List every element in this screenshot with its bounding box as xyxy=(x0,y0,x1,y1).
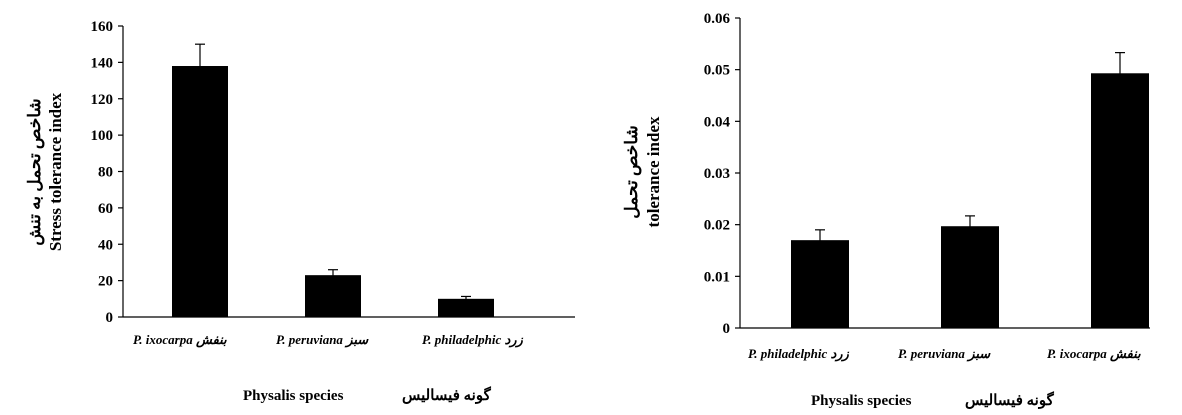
chart-left-y-tick-label: 40 xyxy=(98,237,113,253)
chart-left-x-axis-title-fa: گونه فیسالیس xyxy=(402,386,492,404)
chart-left-y-ticks: 0 20 40 60 80 100 120 140 160 xyxy=(91,19,123,326)
chart-left-y-tick-label: 140 xyxy=(91,55,114,71)
chart-left-y-axis-title-fa: شاخص تحمل به تنش xyxy=(25,98,45,245)
chart-right-bar-2 xyxy=(941,226,999,328)
chart-right-x-axis-title: Physalis species xyxy=(811,393,912,409)
chart-left: 0 20 40 60 80 100 120 140 160 P. ixocarpa بنفش P… xyxy=(25,19,575,404)
chart-right-bar-1 xyxy=(791,240,849,328)
chart-right-category-label-2: P. peruviana سبز xyxy=(898,346,991,362)
chart-left-y-tick-label: 80 xyxy=(98,165,113,181)
chart-right-y-tick-label: 0.05 xyxy=(704,63,730,79)
chart-left-category-label-1: P. ixocarpa بنفش xyxy=(133,332,227,348)
chart-left-bar-2 xyxy=(305,275,361,317)
chart-left-y-axis-title: Stress tolerance index xyxy=(46,92,65,251)
chart-right-y-tick-label: 0.02 xyxy=(704,218,730,234)
chart-right-y-ticks: 0 0.01 0.02 0.03 0.04 0.05 0.06 xyxy=(704,11,740,337)
chart-right-bar-3 xyxy=(1091,73,1149,329)
chart-right-y-tick-label: 0 xyxy=(723,321,731,337)
chart-right: 0 0.01 0.02 0.03 0.04 0.05 0.06 P. philadelphi… xyxy=(622,11,1150,409)
chart-right-y-tick-label: 0.01 xyxy=(704,269,730,285)
chart-left-x-axis-title: Physalis species xyxy=(243,388,344,404)
chart-left-y-tick-label: 20 xyxy=(98,274,113,290)
chart-left-y-tick-label: 120 xyxy=(91,92,114,108)
chart-right-y-axis-title-fa: شاخص تحمل xyxy=(622,125,642,218)
chart-left-y-tick-label: 160 xyxy=(91,19,114,35)
chart-right-category-label-3: P. ixocarpa بنفش xyxy=(1047,346,1141,362)
chart-left-y-tick-label: 100 xyxy=(91,128,114,144)
chart-left-bar-3 xyxy=(438,298,494,317)
chart-left-category-label-3: P. philadelphic زرد xyxy=(422,332,524,348)
chart-right-bars xyxy=(791,52,1149,329)
chart-right-y-axis-title: tolerance index xyxy=(644,116,663,227)
chart-right-y-tick-label: 0.06 xyxy=(704,11,731,27)
chart-left-bar-1 xyxy=(172,66,228,317)
chart-left-y-tick-label: 0 xyxy=(106,310,114,326)
chart-right-x-axis-title-fa: گونه فیسالیس xyxy=(965,391,1055,409)
chart-right-category-label-1: P. philadelphic زرد xyxy=(748,346,850,362)
chart-left-y-tick-label: 60 xyxy=(98,201,113,217)
chart-right-y-tick-label: 0.03 xyxy=(704,166,730,182)
chart-right-y-tick-label: 0.04 xyxy=(704,114,731,130)
chart-left-bars xyxy=(172,43,494,317)
chart-left-category-label-2: P. peruviana سبز xyxy=(276,332,369,348)
